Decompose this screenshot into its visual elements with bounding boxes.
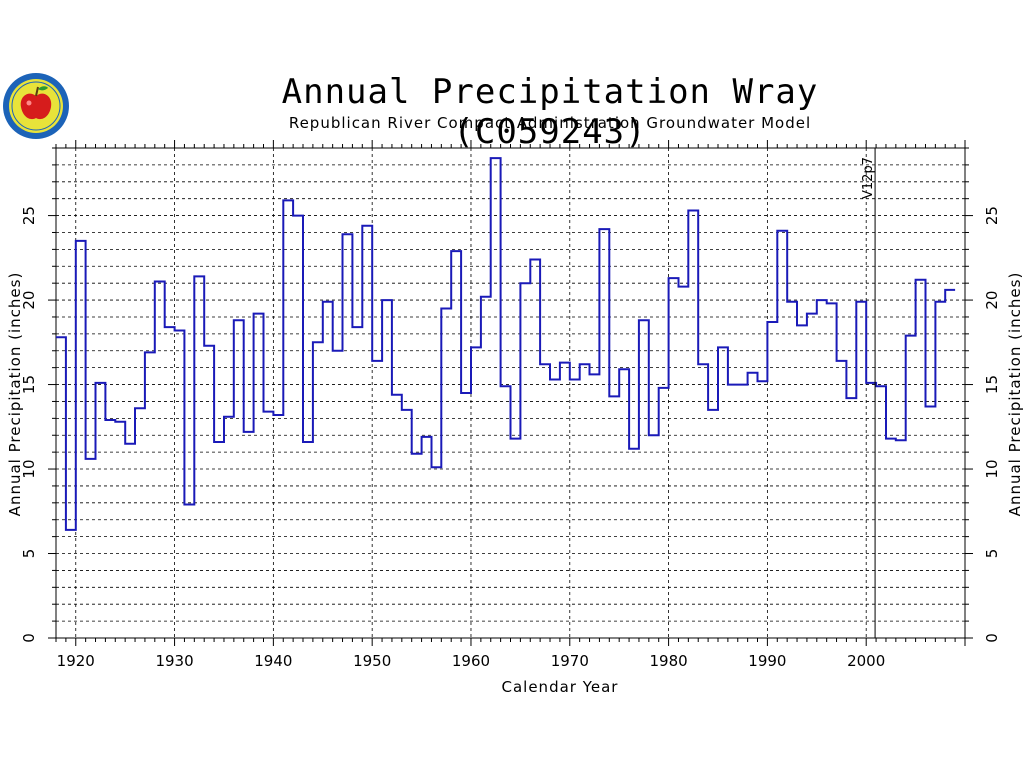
x-tick-label: 1920: [57, 652, 95, 670]
y-tick-label-left: 20: [20, 291, 38, 310]
rrca-logo-icon: [3, 73, 69, 139]
x-tick-label: 1960: [452, 652, 490, 670]
y-tick-label-left: 15: [20, 375, 38, 394]
x-tick-label: 1930: [155, 652, 193, 670]
y-tick-label-left: 5: [20, 549, 38, 559]
y-tick-label-left: 0: [20, 633, 38, 643]
precipitation-step-line: [56, 157, 956, 531]
y-tick-label-right: 20: [983, 291, 1001, 310]
y-tick-label-right: 5: [983, 549, 1001, 559]
x-tick-label: 1980: [649, 652, 687, 670]
y-tick-label-right: 25: [983, 206, 1001, 225]
chart-title: Annual Precipitation Wray (C059243): [281, 72, 819, 152]
y-axis-label-right: Annual Precipitation (inches): [1006, 271, 1024, 517]
x-tick-label: 1940: [254, 652, 292, 670]
x-tick-label: 1990: [748, 652, 786, 670]
x-axis-label: Calendar Year: [501, 678, 619, 696]
chart-subtitle: Republican River Compact Administration …: [288, 114, 812, 132]
axis-ticks: 0 0 5 5 10 10 15 15 20 20 25 25 1920 1930 1940 1950 1960…: [20, 140, 1001, 670]
y-tick-label-left: 25: [20, 206, 38, 225]
grid-lines: [56, 148, 965, 638]
y-axis-label-left: Annual Precipitation (inches): [6, 271, 24, 517]
annotation: V12p7: [861, 148, 876, 638]
y-tick-label-right: 10: [983, 459, 1001, 478]
y-tick-label-right: 15: [983, 375, 1001, 394]
precipitation-series: [56, 157, 956, 531]
x-tick-label: 1950: [353, 652, 391, 670]
x-tick-label: 2000: [847, 652, 885, 670]
x-tick-label: 1970: [551, 652, 589, 670]
y-tick-label-right: 0: [983, 633, 1001, 643]
y-tick-label-left: 10: [20, 459, 38, 478]
annotation-label: V12p7: [861, 157, 876, 199]
